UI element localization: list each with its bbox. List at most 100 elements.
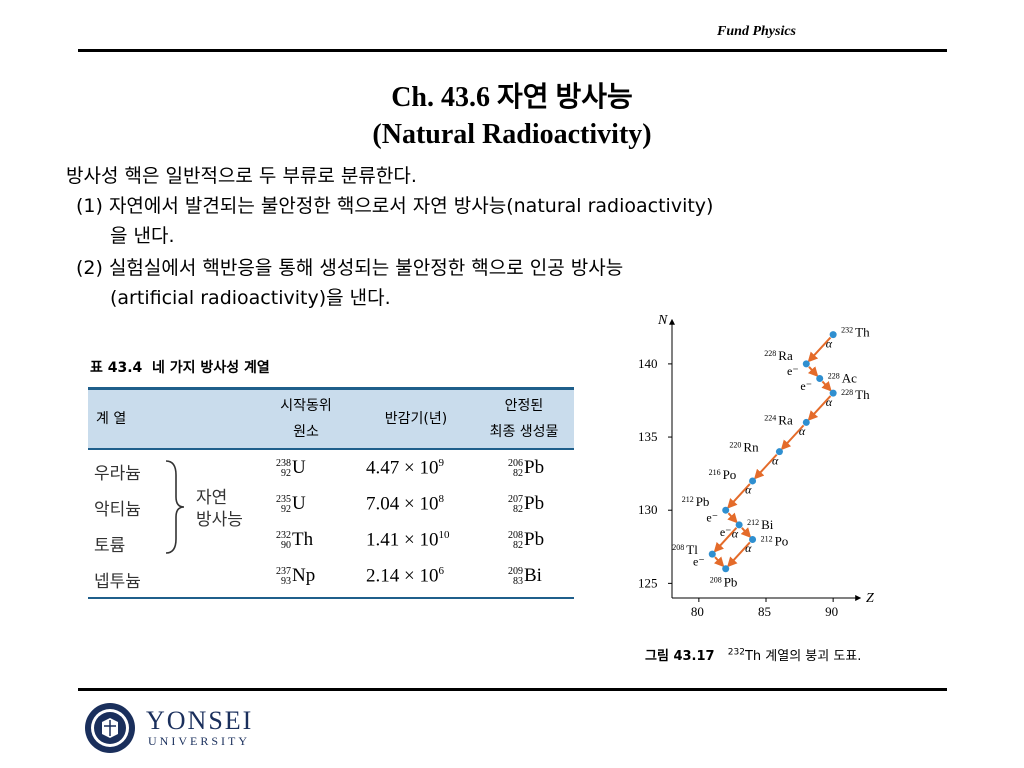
- nuclide-mass-label: 228: [841, 388, 853, 397]
- nuclide-symbol-label: Ra: [778, 412, 793, 427]
- nuclide-point: [708, 550, 716, 558]
- brace-label-line-1: 자연: [196, 488, 228, 508]
- header-start-isotope: 시작동위 원소: [256, 393, 356, 445]
- yonsei-seal-logo: [85, 703, 135, 753]
- decay-arrow: [780, 424, 805, 451]
- alpha-label: α: [732, 526, 739, 540]
- iso-mass: 238: [276, 457, 291, 469]
- nuclide-symbol-label: Pb: [724, 575, 738, 590]
- nuclide-mass-label: 216: [709, 468, 721, 477]
- footer-university-sub: UNIVERSITY: [148, 734, 250, 748]
- row-halflife: 4.47 × 109: [366, 457, 444, 479]
- table-header-rule: [88, 448, 574, 450]
- row-stable-product: 206 82 Pb: [508, 457, 544, 479]
- x-tick-label: 80: [691, 604, 704, 619]
- table-row: 악티늄 235 92 U 7.04 × 108 207 82 Pb: [88, 489, 574, 523]
- nuclide-point: [735, 521, 743, 529]
- row-series: 넵투늄: [94, 572, 141, 592]
- iso-atomic: 90: [281, 539, 291, 551]
- beta-label: e⁻: [693, 554, 705, 568]
- iso-symbol: Np: [292, 565, 316, 586]
- alpha-label: α: [772, 453, 779, 467]
- natural-brace: [165, 460, 185, 554]
- x-tick-label: 85: [758, 604, 771, 619]
- halflife-exponent: 8: [438, 493, 444, 505]
- y-tick-label: 130: [638, 502, 658, 517]
- slide-title-english: (Natural Radioactivity): [372, 119, 652, 150]
- stable-mass: 206: [508, 457, 523, 469]
- stable-symbol: Bi: [524, 565, 542, 586]
- beta-label: e⁻: [800, 379, 812, 393]
- nuclide-symbol-label: Tl: [686, 542, 698, 557]
- item-1-line-1: (1) 자연에서 발견되는 불안정한 핵으로서 자연 방사능(natural r…: [76, 195, 714, 217]
- header-stable-line-1: 안정된: [504, 398, 544, 414]
- table-header: 계 열 시작동위 원소 반감기(년) 안정된 최종 생성물: [88, 390, 574, 448]
- iso-symbol: U: [292, 493, 306, 514]
- header-halflife: 반감기(년): [384, 411, 448, 427]
- halflife-exponent: 6: [438, 565, 444, 577]
- decay-arrow: [807, 395, 832, 421]
- row-series: 우라늄: [94, 464, 141, 484]
- nuclide-symbol-label: Pb: [696, 494, 710, 509]
- brace-label-line-2: 방사능: [196, 510, 243, 530]
- nuclide-point: [802, 360, 810, 368]
- header-start-line-1: 시작동위: [280, 398, 332, 414]
- decay-arrow: [713, 527, 738, 553]
- row-halflife: 7.04 × 108: [366, 493, 444, 515]
- nuclide-point: [802, 418, 810, 426]
- row-start-isotope: 232 90 Th: [276, 529, 313, 551]
- iso-symbol: U: [292, 457, 306, 478]
- figure-caption-text: 계열의 붕괴 도표.: [765, 649, 862, 664]
- alpha-label: α: [826, 395, 833, 409]
- halflife-exponent: 9: [438, 457, 444, 469]
- nuclide-symbol-label: Ra: [778, 348, 793, 363]
- nuclide-mass-label: 208: [672, 543, 684, 552]
- table-bottom-rule: [88, 597, 574, 599]
- stable-mass: 207: [508, 493, 523, 505]
- table-top-rule: [88, 387, 574, 390]
- stable-atomic: 83: [513, 575, 523, 587]
- nuclide-point: [722, 565, 730, 573]
- table-caption-number: 표 43.4: [90, 360, 143, 376]
- nuclide-mass-label: 228: [828, 372, 840, 381]
- nuclide-symbol-label: Po: [723, 467, 737, 482]
- y-axis-label: N: [657, 313, 668, 328]
- stable-atomic: 82: [513, 503, 523, 515]
- figure-caption-symbol: Th: [744, 649, 762, 664]
- header-series: 계 열: [96, 411, 127, 427]
- iso-atomic: 93: [281, 575, 291, 587]
- row-stable-product: 209 83 Bi: [508, 565, 542, 587]
- decay-arrow: [740, 527, 752, 539]
- item-2-line-1: (2) 실험실에서 핵반응을 통해 생성되는 불안정한 핵으로 인공 방사능: [76, 257, 624, 279]
- course-label: Fund Physics: [717, 24, 796, 39]
- nuclide-mass-label: 212: [761, 534, 773, 543]
- table-caption: 표 43.4 네 가지 방사성 계열: [90, 357, 270, 377]
- header-stable-line-2: 최종 생성물: [489, 424, 559, 440]
- nuclide-symbol-label: Po: [775, 533, 789, 548]
- intro-text: 방사성 핵은 일반적으로 두 부류로 분류한다.: [66, 165, 417, 187]
- row-start-isotope: 238 92 U: [276, 457, 306, 479]
- row-start-isotope: 237 93 Np: [276, 565, 315, 587]
- item-1-line-2: 을 낸다.: [110, 225, 175, 247]
- table-row: 넵투늄 237 93 Np 2.14 × 106 209 83 Bi: [88, 561, 574, 595]
- table-caption-text: 네 가지 방사성 계열: [152, 360, 270, 376]
- decay-arrow: [727, 512, 738, 524]
- halflife-mantissa: 7.04 × 10: [366, 493, 439, 515]
- nuclide-point: [749, 535, 757, 543]
- nuclide-symbol-label: Th: [855, 387, 870, 402]
- decay-arrow: [713, 556, 725, 568]
- decay-series-table: 계 열 시작동위 원소 반감기(년) 안정된 최종 생성물 우라늄 238 92 U 4…: [88, 387, 574, 601]
- row-start-isotope: 235 92 U: [276, 493, 306, 515]
- nuclide-mass-label: 208: [710, 576, 722, 585]
- figure-caption-number: 그림 43.17: [645, 649, 715, 664]
- nuclide-symbol-label: Bi: [761, 517, 774, 532]
- nuclide-point: [816, 375, 824, 383]
- alpha-label: α: [826, 336, 833, 350]
- row-halflife: 1.41 × 1010: [366, 529, 449, 551]
- halflife-mantissa: 2.14 × 10: [366, 565, 439, 587]
- natural-radioactivity-label: 자연 방사능: [196, 487, 243, 531]
- decay-arrow: [727, 483, 751, 509]
- figure-caption-mass: 232: [727, 647, 745, 658]
- decay-arrow: [821, 380, 832, 392]
